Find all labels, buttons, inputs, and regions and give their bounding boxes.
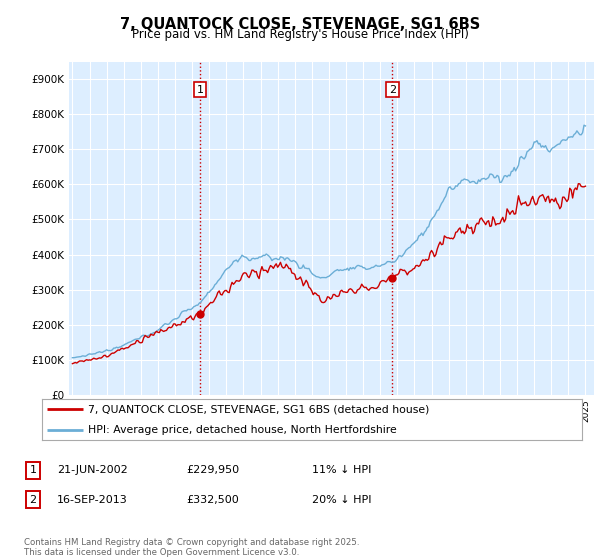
- Text: £229,950: £229,950: [186, 465, 239, 475]
- Text: 16-SEP-2013: 16-SEP-2013: [57, 494, 128, 505]
- Text: £332,500: £332,500: [186, 494, 239, 505]
- Text: 1: 1: [29, 465, 37, 475]
- Text: Price paid vs. HM Land Registry's House Price Index (HPI): Price paid vs. HM Land Registry's House …: [131, 28, 469, 41]
- Text: 2: 2: [389, 85, 396, 95]
- Text: Contains HM Land Registry data © Crown copyright and database right 2025.
This d: Contains HM Land Registry data © Crown c…: [24, 538, 359, 557]
- Text: 1: 1: [197, 85, 203, 95]
- Text: 21-JUN-2002: 21-JUN-2002: [57, 465, 128, 475]
- Text: 11% ↓ HPI: 11% ↓ HPI: [312, 465, 371, 475]
- Text: HPI: Average price, detached house, North Hertfordshire: HPI: Average price, detached house, Nort…: [88, 425, 397, 435]
- Text: 20% ↓ HPI: 20% ↓ HPI: [312, 494, 371, 505]
- Text: 2: 2: [29, 494, 37, 505]
- Text: 7, QUANTOCK CLOSE, STEVENAGE, SG1 6BS: 7, QUANTOCK CLOSE, STEVENAGE, SG1 6BS: [120, 17, 480, 32]
- Text: 7, QUANTOCK CLOSE, STEVENAGE, SG1 6BS (detached house): 7, QUANTOCK CLOSE, STEVENAGE, SG1 6BS (d…: [88, 404, 429, 414]
